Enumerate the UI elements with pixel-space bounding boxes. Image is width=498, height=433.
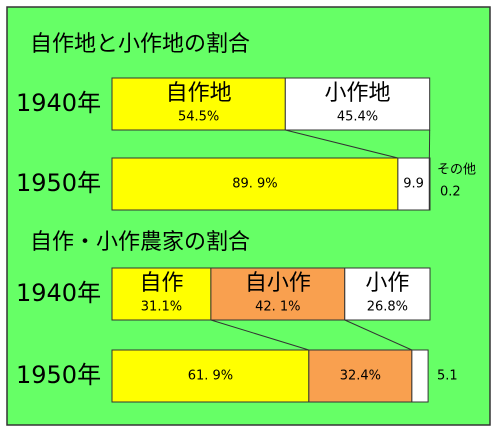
connector xyxy=(285,129,399,159)
connector xyxy=(210,319,309,351)
value-label: 0.2 xyxy=(440,185,461,200)
category-label: 1940年 xyxy=(16,89,101,117)
bar-segment xyxy=(397,157,430,211)
segment-name: その他 xyxy=(437,163,476,178)
bar-segment xyxy=(428,157,431,211)
value-label: 54.5% xyxy=(178,110,219,125)
bar-segment xyxy=(111,267,212,321)
category-label: 1950年 xyxy=(16,361,101,389)
segment-name: 自作地 xyxy=(166,81,232,106)
bar-segment xyxy=(411,349,429,403)
chart-title: 自作・小作農家の割合 xyxy=(30,230,250,255)
value-label: 42. 1% xyxy=(255,300,300,315)
bar-segment xyxy=(344,267,431,321)
value-label: 45.4% xyxy=(337,110,378,125)
value-label: 61. 9% xyxy=(188,369,233,384)
category-label: 1940年 xyxy=(16,279,101,307)
segment-name: 小作地 xyxy=(324,81,390,106)
bar-segment xyxy=(111,157,399,211)
segment-name: 自小作 xyxy=(245,271,311,296)
chart-title: 自作地と小作地の割合 xyxy=(30,32,250,57)
segment-name: 自作 xyxy=(139,271,183,296)
value-label: 32.4% xyxy=(340,369,381,384)
connector xyxy=(344,319,413,351)
bar-segment xyxy=(284,77,431,131)
bar-segment xyxy=(111,349,310,403)
bar-segment xyxy=(308,349,413,403)
segment-name: 小作 xyxy=(365,271,409,296)
value-label: 9.9 xyxy=(403,177,424,192)
value-label: 26.8% xyxy=(367,300,408,315)
value-label: 31.1% xyxy=(141,300,182,315)
value-label: 89. 9% xyxy=(232,177,277,192)
bar-segment xyxy=(111,77,286,131)
value-label: 5.1 xyxy=(437,369,458,384)
category-label: 1950年 xyxy=(16,169,101,197)
